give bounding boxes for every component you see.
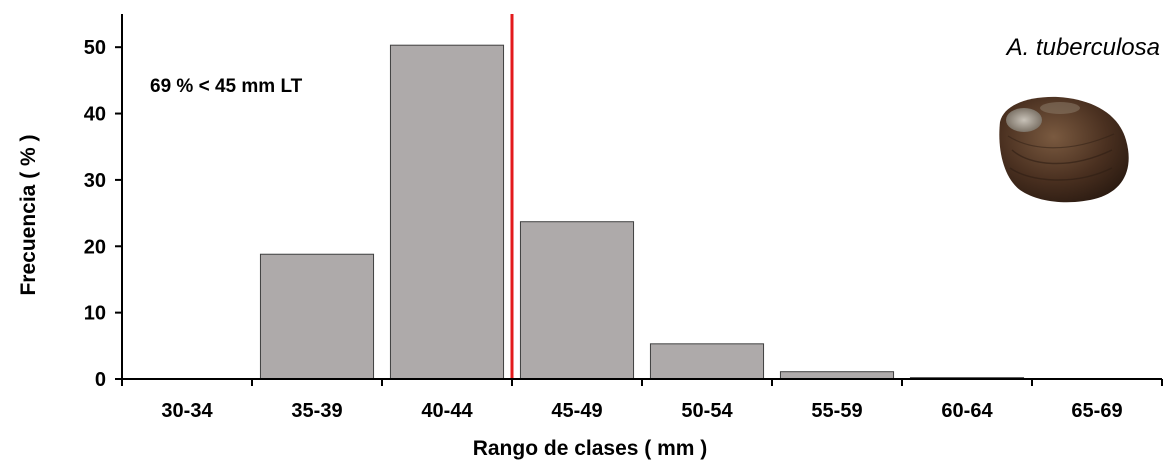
y-axis-title: Frecuencia ( % ) <box>17 134 40 295</box>
x-tick-label: 35-39 <box>291 400 342 422</box>
bar-50-54 <box>649 343 765 380</box>
x-axis-title: Rango de clases ( mm ) <box>473 437 708 460</box>
bar-45-49 <box>519 221 635 380</box>
y-tick-label: 50 <box>84 37 106 59</box>
threshold-annotation: 69 % < 45 mm LT <box>150 76 303 97</box>
x-tick-label: 60-64 <box>941 400 993 422</box>
y-tick-label: 10 <box>84 303 106 325</box>
bar-40-44 <box>389 44 505 380</box>
y-tick-label: 20 <box>84 236 106 258</box>
x-tick-label: 45-49 <box>551 400 602 422</box>
x-tick-label: 30-34 <box>161 400 213 422</box>
x-tick-label: 40-44 <box>421 400 473 422</box>
species-label: A. tuberculosa <box>1005 34 1160 61</box>
x-tick-label: 55-59 <box>811 400 862 422</box>
x-tick-label: 50-54 <box>681 400 733 422</box>
y-tick-label: 30 <box>84 170 106 192</box>
x-ticks-group: 30-34 35-39 40-44 45-49 50-54 55-59 60-64 65-69 <box>121 379 1163 422</box>
y-tick-label: 0 <box>95 369 106 391</box>
y-tick-label: 40 <box>84 104 106 126</box>
bar-35-39 <box>259 253 375 380</box>
clam-shell-photo <box>999 96 1129 203</box>
bars-group <box>259 44 1025 380</box>
bar-55-59 <box>779 371 895 380</box>
y-ticks-group: 0 10 20 30 40 50 <box>84 37 122 391</box>
x-tick-label: 65-69 <box>1071 400 1122 422</box>
